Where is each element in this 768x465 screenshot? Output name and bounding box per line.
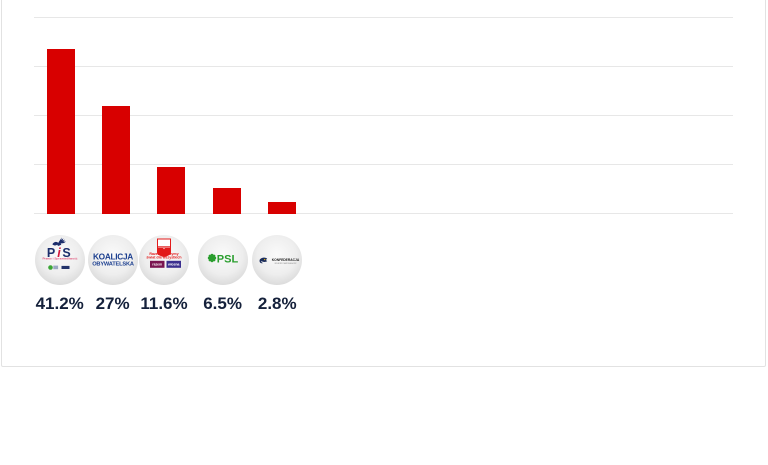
svg-text:Prawo i Sprawiedliwość: Prawo i Sprawiedliwość: [42, 257, 77, 261]
svg-text:WOLNOŚĆ I NIEPODLEGŁOŚĆ: WOLNOŚĆ I NIEPODLEGŁOŚĆ: [275, 262, 298, 265]
svg-text:OBYWATELSKA: OBYWATELSKA: [92, 262, 134, 268]
svg-text:KONFEDERACJA: KONFEDERACJA: [272, 258, 300, 262]
svg-text:KOALICJA: KOALICJA: [93, 252, 133, 262]
svg-text:świat dla wszystkich: świat dla wszystkich: [146, 255, 181, 259]
svg-text:wiosna: wiosna: [167, 263, 180, 267]
svg-text:PSL: PSL: [216, 253, 238, 265]
svg-text:razem: razem: [152, 263, 162, 267]
